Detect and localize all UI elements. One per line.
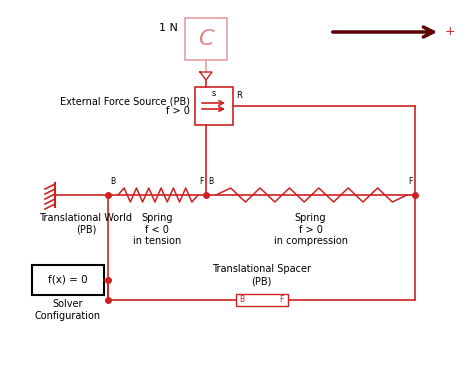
Text: External Force Source (PB): External Force Source (PB) bbox=[60, 97, 190, 107]
Text: B: B bbox=[208, 177, 213, 186]
Text: B: B bbox=[110, 177, 115, 186]
Text: +: + bbox=[445, 26, 455, 38]
Text: F: F bbox=[409, 177, 413, 186]
Text: 1 N: 1 N bbox=[159, 23, 178, 33]
Bar bbox=[195, 87, 233, 125]
Bar bbox=[32, 265, 104, 295]
Text: f(x) = 0: f(x) = 0 bbox=[48, 275, 88, 285]
Text: s: s bbox=[212, 89, 216, 98]
Text: f > 0: f > 0 bbox=[166, 106, 190, 116]
Text: F: F bbox=[279, 296, 284, 305]
Text: Solver
Configuration: Solver Configuration bbox=[35, 299, 101, 320]
Text: B: B bbox=[239, 296, 244, 305]
Text: C: C bbox=[198, 29, 214, 49]
Text: Translational World
(PB): Translational World (PB) bbox=[40, 213, 132, 234]
Text: Translational Spacer
(PB): Translational Spacer (PB) bbox=[212, 264, 311, 286]
Text: R: R bbox=[236, 90, 242, 100]
Bar bbox=[185, 18, 227, 60]
Text: Spring
f > 0
in compression: Spring f > 0 in compression bbox=[274, 213, 348, 246]
Text: Spring
f < 0
in tension: Spring f < 0 in tension bbox=[133, 213, 181, 246]
Text: F: F bbox=[200, 177, 204, 186]
Bar bbox=[236, 294, 287, 306]
